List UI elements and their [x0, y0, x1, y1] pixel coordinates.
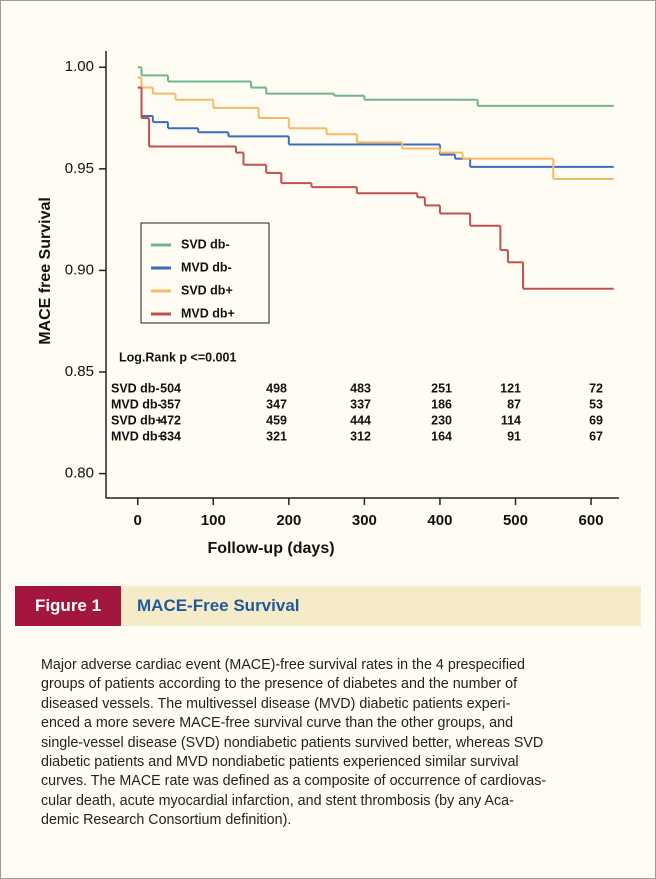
legend-label: SVD db- — [181, 237, 230, 251]
at-risk-count: 347 — [266, 397, 287, 411]
x-tick-label: 100 — [201, 512, 226, 529]
x-tick-label: 0 — [134, 512, 142, 529]
at-risk-count: 498 — [266, 381, 287, 395]
at-risk-count: 164 — [431, 429, 452, 443]
at-risk-count: 121 — [500, 381, 521, 395]
at-risk-count: 72 — [589, 381, 603, 395]
caption-line: single-vessel disease (SVD) nondiabetic … — [41, 734, 544, 751]
at-risk-count: 459 — [266, 413, 287, 427]
at-risk-name: SVD db- — [111, 381, 160, 395]
at-risk-count: 87 — [507, 397, 521, 411]
caption-line: diseased vessels. The multivessel diseas… — [41, 695, 511, 712]
at-risk-count: 114 — [501, 413, 521, 427]
caption-line: diabetic patients and MVD nondiabetic pa… — [41, 754, 519, 771]
at-risk-count: 67 — [589, 429, 603, 443]
x-axis-title: Follow-up (days) — [207, 540, 334, 557]
at-risk-count: 53 — [589, 397, 603, 411]
caption-line: Major adverse cardiac event (MACE)-free … — [41, 657, 525, 673]
y-tick-label: 0.85 — [65, 363, 94, 380]
annotation: Log.Rank p <=0.001 — [119, 350, 236, 364]
at-risk-count: 334 — [160, 429, 181, 443]
at-risk-count: 504 — [160, 381, 181, 395]
caption-line: enced a more severe MACE-free survival c… — [41, 715, 514, 732]
caption-line: curves. The MACE rate was defined as a c… — [41, 773, 547, 790]
x-tick-label: 400 — [427, 512, 452, 529]
figure-bar: Figure 1 MACE-Free Survival — [15, 586, 641, 626]
caption-line: demic Research Consortium definition). — [41, 812, 292, 829]
caption-line: cular death, acute myocardial infarction… — [41, 792, 514, 809]
x-tick-label: 500 — [503, 512, 528, 529]
legend-label: MVD db- — [181, 260, 232, 274]
at-risk-count: 337 — [350, 397, 371, 411]
y-tick-label: 0.80 — [65, 465, 94, 482]
legend-label: SVD db+ — [181, 283, 233, 297]
at-risk-count: 357 — [160, 397, 181, 411]
at-risk-count: 91 — [507, 429, 521, 443]
at-risk-name: MVD db- — [111, 397, 162, 411]
at-risk-count: 230 — [431, 413, 452, 427]
at-risk-name: SVD db+ — [111, 413, 163, 427]
x-tick-label: 600 — [579, 512, 604, 529]
figure-label: Figure 1 — [15, 586, 121, 626]
y-tick-label: 1.00 — [65, 58, 94, 75]
y-tick-label: 0.90 — [65, 261, 94, 278]
x-tick-label: 300 — [352, 512, 377, 529]
at-risk-count: 69 — [589, 413, 603, 427]
legend-label: MVD db+ — [181, 306, 235, 320]
at-risk-count: 321 — [266, 429, 287, 443]
caption: Major adverse cardiac event (MACE)-free … — [41, 656, 641, 831]
at-risk-count: 312 — [350, 429, 371, 443]
chart: Follow-up (days) MACE free Survival Log.… — [37, 51, 619, 557]
caption-line: groups of patients according to the pres… — [41, 676, 518, 693]
y-axis-title: MACE free Survival — [37, 197, 54, 345]
y-tick-label: 0.95 — [65, 160, 94, 177]
legend-box — [140, 222, 270, 324]
at-risk-count: 472 — [160, 413, 181, 427]
x-tick-label: 200 — [276, 512, 301, 529]
at-risk-count: 444 — [350, 413, 371, 427]
at-risk-count: 186 — [431, 397, 452, 411]
at-risk-name: MVD db+ — [111, 429, 165, 443]
at-risk-count: 483 — [350, 381, 371, 395]
at-risk-count: 251 — [431, 381, 452, 395]
figure-title: MACE-Free Survival — [137, 596, 300, 615]
